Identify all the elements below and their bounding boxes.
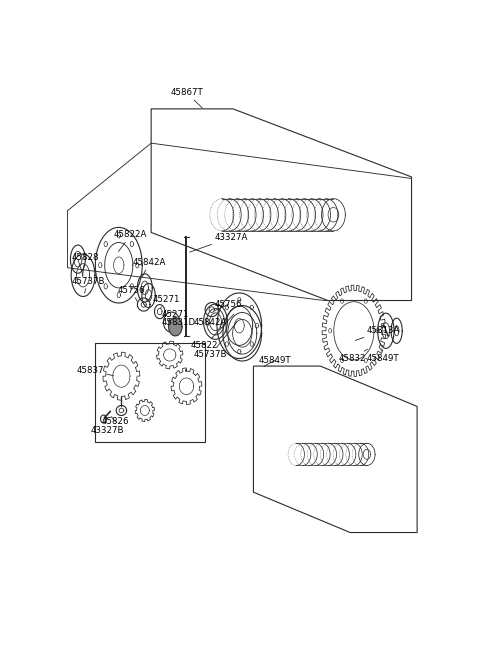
Text: 43327A: 43327A: [190, 233, 248, 252]
Text: 45837: 45837: [77, 365, 114, 376]
Text: 45813A: 45813A: [355, 326, 400, 341]
Text: 45867T: 45867T: [170, 88, 203, 108]
Text: 45822: 45822: [191, 314, 234, 350]
Text: 45831D: 45831D: [161, 318, 195, 328]
Text: 43327B: 43327B: [91, 419, 124, 435]
Polygon shape: [168, 318, 182, 336]
Text: 45737B: 45737B: [194, 322, 237, 360]
Text: 45756: 45756: [118, 286, 145, 302]
Text: 45832: 45832: [339, 349, 368, 363]
Text: 45271: 45271: [152, 295, 180, 309]
Text: 45822A: 45822A: [114, 231, 147, 252]
Text: 45826: 45826: [102, 417, 129, 426]
Text: 45849T: 45849T: [367, 350, 399, 363]
Text: 45842A: 45842A: [132, 258, 166, 276]
Text: 45737B: 45737B: [71, 277, 105, 293]
Text: 45756: 45756: [214, 300, 242, 311]
Text: 45842A: 45842A: [194, 318, 228, 327]
Text: 45271: 45271: [161, 310, 189, 322]
Text: 45828: 45828: [71, 253, 99, 276]
Text: 45849T: 45849T: [259, 356, 292, 366]
